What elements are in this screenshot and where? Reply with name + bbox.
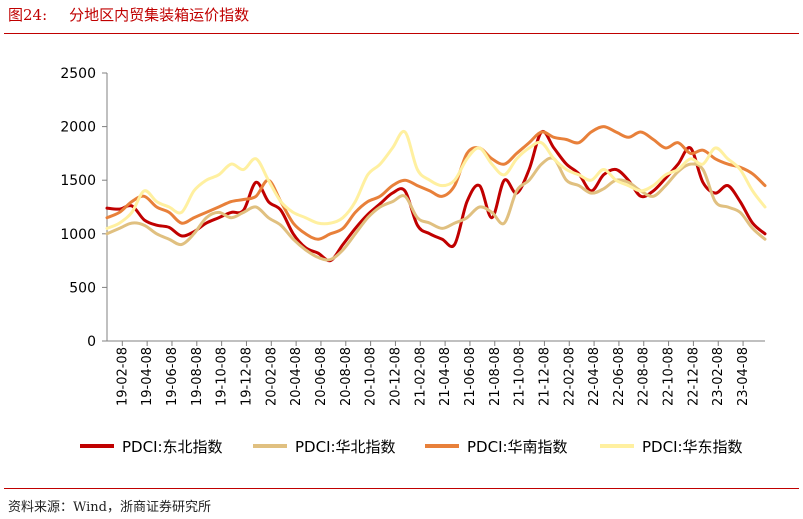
legend-item-4: PDCI:华东指数 — [600, 434, 743, 458]
x-tick-label: 21-02-08 — [413, 347, 428, 406]
x-tick-label: 21-10-08 — [513, 347, 528, 406]
x-tick-label: 19-06-08 — [165, 347, 180, 406]
x-tick-label: 20-02-08 — [264, 347, 279, 406]
x-tick-label: 22-08-08 — [637, 347, 652, 406]
y-tick-label: 2000 — [60, 120, 96, 136]
x-tick-label: 22-04-08 — [587, 347, 602, 406]
legend-label: PDCI:华东指数 — [642, 437, 743, 456]
x-tick-label: 20-06-08 — [314, 347, 329, 406]
x-tick-label: 21-12-08 — [537, 347, 552, 406]
y-tick-label: 1000 — [60, 227, 96, 243]
x-tick-label: 23-02-08 — [711, 347, 726, 406]
x-tick-label: 22-10-08 — [662, 347, 677, 406]
x-tick-label: 22-06-08 — [612, 347, 627, 406]
x-tick-label: 22-12-08 — [686, 347, 701, 406]
legend-label: PDCI:华南指数 — [467, 437, 568, 456]
y-tick-label: 500 — [69, 280, 96, 296]
figure-number: 图24: — [8, 6, 48, 24]
x-tick-label: 21-08-08 — [488, 347, 503, 406]
series-line-4 — [105, 129, 767, 230]
legend: PDCI:东北指数 PDCI:华北指数 PDCI:华南指数 PDCI:华东指数 — [80, 434, 780, 458]
series-group — [105, 125, 767, 263]
x-tick-label: 20-10-08 — [364, 347, 379, 406]
legend-swatch — [425, 444, 459, 448]
x-tick-label: 20-08-08 — [339, 347, 354, 406]
legend-item-1: PDCI:东北指数 — [80, 434, 223, 458]
legend-item-2: PDCI:华北指数 — [253, 434, 396, 458]
series-line-1 — [105, 129, 767, 263]
x-tick-label: 20-04-08 — [289, 347, 304, 406]
y-tick-label: 1500 — [60, 173, 96, 189]
x-tick-label: 19-12-08 — [239, 347, 254, 406]
x-tick-label: 19-08-08 — [190, 347, 205, 406]
footer-rule — [4, 488, 799, 489]
x-tick-label: 19-02-08 — [115, 347, 130, 406]
legend-swatch — [80, 444, 114, 448]
legend-item-3: PDCI:华南指数 — [425, 434, 568, 458]
series-line-2 — [105, 156, 767, 262]
x-tick-label: 21-04-08 — [438, 347, 453, 406]
figure-title-text: 分地区内贸集装箱运价指数 — [69, 6, 250, 24]
x-tick-label: 19-04-08 — [140, 347, 155, 406]
y-tick-label: 0 — [87, 334, 96, 350]
legend-label: PDCI:华北指数 — [295, 437, 396, 456]
legend-label: PDCI:东北指数 — [122, 437, 223, 456]
x-tick-label: 19-10-08 — [215, 347, 230, 406]
x-axis: 19-02-08 19-04-08 19-06-08 19-08-08 19-10-08… — [107, 340, 765, 406]
x-tick-label: 22-02-08 — [562, 347, 577, 406]
x-tick-label: 23-04-08 — [736, 347, 751, 406]
figure-title: 图24: 分地区内贸集装箱运价指数 — [8, 4, 249, 25]
x-tick-label: 21-06-08 — [463, 347, 478, 406]
series-line-3 — [105, 125, 767, 241]
legend-swatch — [600, 444, 634, 448]
legend-swatch — [253, 444, 287, 448]
source-note: 资料来源：Wind，浙商证券研究所 — [8, 500, 211, 515]
y-tick-label: 2500 — [60, 66, 96, 82]
y-axis: 0 500 1000 1500 2000 2500 — [60, 66, 108, 350]
title-rule — [4, 33, 799, 34]
x-tick-label: 20-12-08 — [388, 347, 403, 406]
